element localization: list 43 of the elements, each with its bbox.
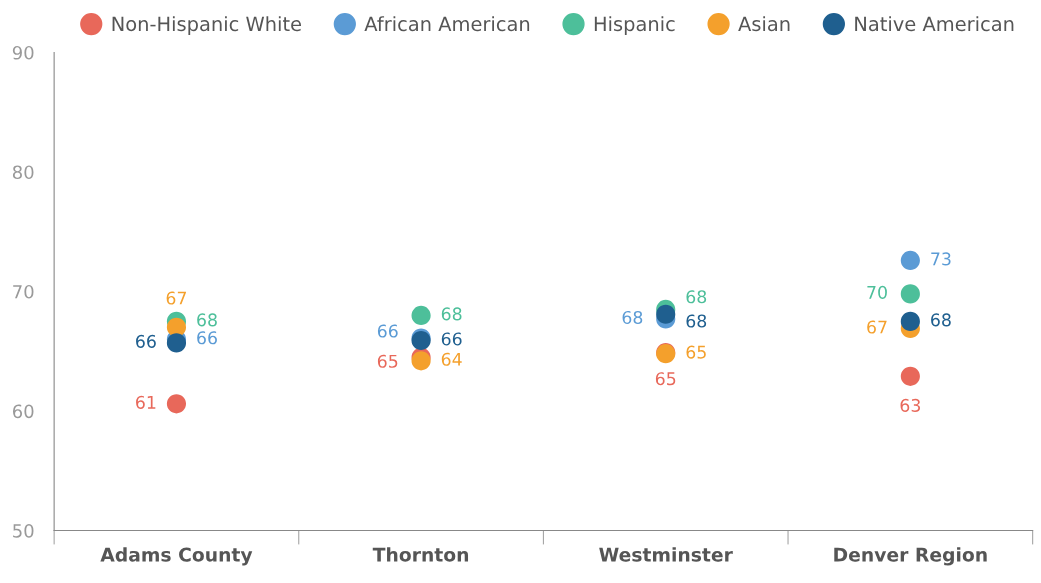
point bbox=[166, 317, 187, 337]
point bbox=[166, 394, 187, 414]
data-label: 68 bbox=[197, 313, 217, 327]
data-label: 66 bbox=[441, 332, 462, 346]
data-label: 70 bbox=[867, 285, 887, 299]
x-tick-label: Thornton bbox=[372, 547, 469, 562]
point bbox=[411, 305, 431, 325]
legend-label: Native American bbox=[855, 16, 1014, 32]
point bbox=[166, 333, 187, 353]
data-label: 65 bbox=[686, 345, 706, 359]
point bbox=[900, 284, 920, 304]
data-label: 68 bbox=[686, 314, 707, 328]
y-tick-label: 90 bbox=[12, 45, 34, 60]
point bbox=[900, 311, 920, 331]
data-label: 67 bbox=[867, 320, 887, 334]
point bbox=[900, 366, 920, 386]
data-label: 73 bbox=[931, 252, 951, 266]
data-label: 66 bbox=[136, 334, 156, 348]
data-label: 68 bbox=[686, 290, 707, 304]
x-tick-label: Westminster bbox=[599, 547, 733, 562]
legend-label: Hispanic bbox=[594, 16, 675, 35]
data-label: 61 bbox=[136, 395, 156, 409]
y-tick-label: 50 bbox=[13, 523, 34, 538]
data-label: 65 bbox=[377, 354, 398, 368]
y-tick-label: 80 bbox=[12, 165, 34, 180]
y-tick-label: 70 bbox=[13, 284, 34, 299]
x-tick-label: Adams County bbox=[100, 547, 253, 566]
y-tick-label: 60 bbox=[12, 404, 34, 419]
point bbox=[900, 250, 920, 270]
data-label: 68 bbox=[622, 310, 643, 325]
data-label: 65 bbox=[655, 372, 676, 386]
data-label: 68 bbox=[931, 313, 951, 327]
data-label: 66 bbox=[377, 324, 398, 338]
data-label: 68 bbox=[441, 307, 462, 321]
legend-label: African American bbox=[364, 16, 530, 32]
data-label: 66 bbox=[197, 331, 217, 345]
x-tick-label: Denver Region bbox=[834, 547, 987, 566]
legend-label: Non-Hispanic White bbox=[112, 16, 302, 35]
data-label: 63 bbox=[900, 398, 921, 412]
point bbox=[656, 304, 676, 324]
data-label: 67 bbox=[166, 291, 187, 305]
data-label: 64 bbox=[441, 352, 462, 366]
legend-label: Asian bbox=[738, 16, 790, 32]
